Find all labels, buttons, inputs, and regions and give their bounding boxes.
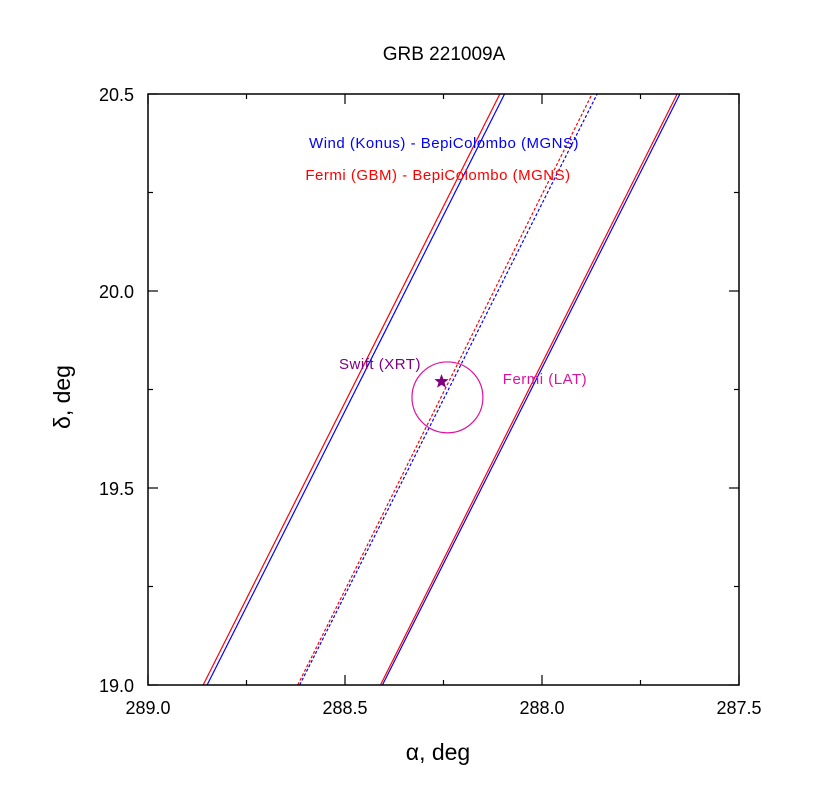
plot-area — [202, 93, 681, 686]
swift-xrt-label: Swift (XRT) — [339, 356, 421, 373]
series-line-1 — [206, 93, 506, 686]
x-axis-label: α, deg — [406, 739, 470, 765]
swift-xrt-star-marker — [434, 373, 449, 388]
y-tick-label: 19.5 — [99, 479, 134, 499]
series-line-6 — [379, 93, 678, 686]
series-line-3 — [381, 93, 681, 686]
x-tick-label: 287.5 — [716, 698, 761, 718]
series-line-2 — [299, 93, 598, 686]
x-axis: 289.0 288.5 288.0 287.5 — [125, 94, 762, 718]
x-tick-label: 289.0 — [125, 698, 170, 718]
chart-title: GRB 221009A — [383, 44, 506, 65]
series-line-5 — [297, 93, 593, 686]
y-tick-label: 20.0 — [99, 282, 134, 302]
y-tick-label: 20.5 — [99, 85, 134, 105]
legend-entry-wind-konus: Wind (Konus) - BepiColombo (MGNS) — [309, 135, 579, 152]
x-tick-label: 288.5 — [322, 698, 367, 718]
y-tick-label: 19.0 — [99, 676, 134, 696]
y-axis-label: δ, deg — [49, 365, 75, 429]
fermi-lat-label: Fermi (LAT) — [503, 371, 587, 388]
x-tick-label: 288.0 — [519, 698, 564, 718]
fermi-lat-error-circle — [411, 361, 484, 434]
series-line-4 — [202, 93, 501, 686]
y-axis: 19.0 19.5 20.0 20.5 — [99, 85, 739, 696]
legend-entry-fermi-gbm: Fermi (GBM) - BepiColombo (MGNS) — [305, 167, 570, 184]
